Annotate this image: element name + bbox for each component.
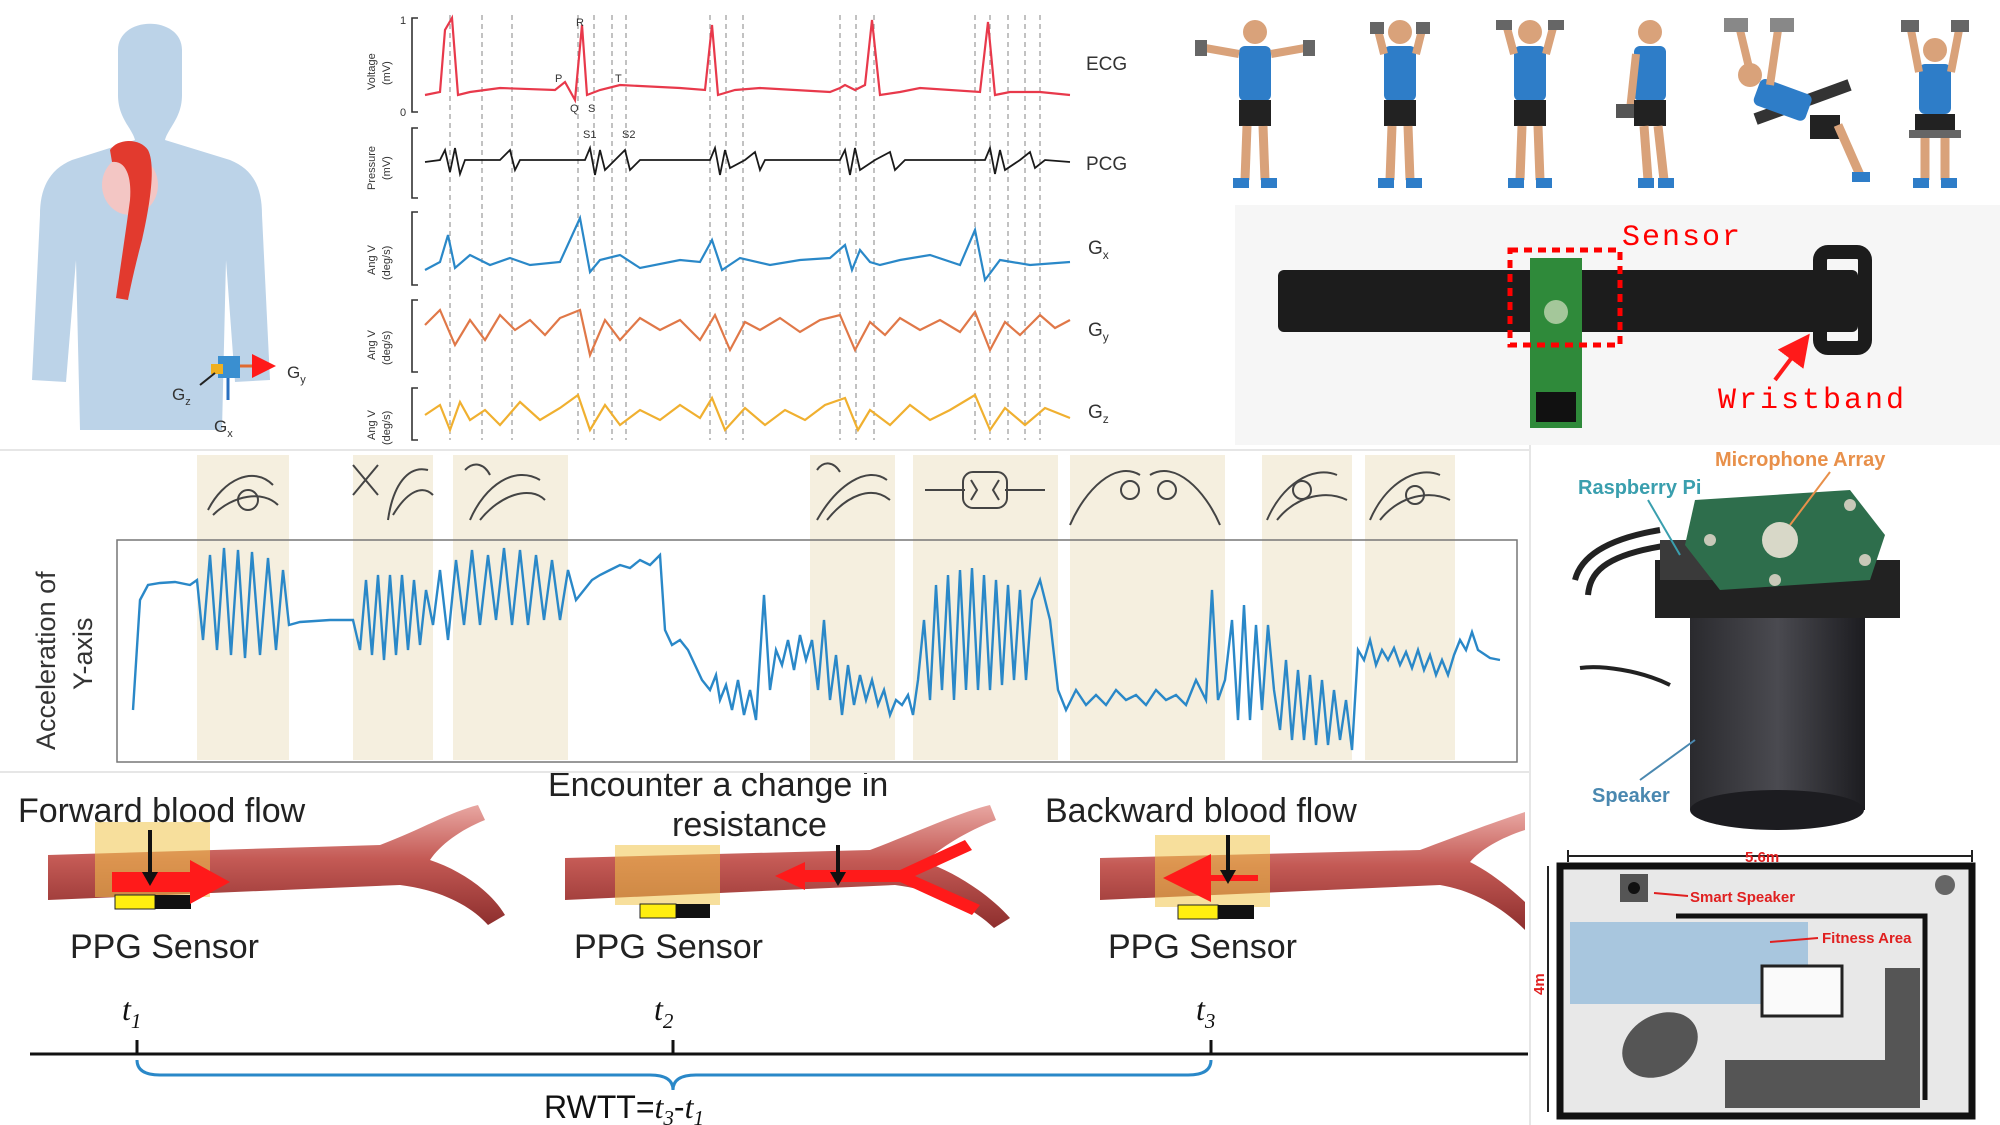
pcg-marker-s2: S2: [622, 129, 635, 141]
gy-trace: [424, 308, 1071, 359]
body-axis-gy: Gy: [287, 363, 306, 386]
gesture-icon-1: [207, 474, 279, 516]
raspberry-pi-label: Raspberry Pi: [1578, 477, 1701, 499]
exercise-figure-4: [1616, 20, 1674, 188]
blood-flow-panel: Forward blood flow PPG Sensor Encounter …: [0, 766, 1530, 1125]
floor-plan-panel: 5.6m 4m Smart Speaker Fitness Area: [1530, 830, 2000, 1125]
gx-ylabel-1: Ang V: [366, 244, 378, 275]
gesture-icon-3: [464, 463, 546, 521]
t3-label: t3: [1196, 991, 1215, 1033]
gesture-icon-4: [816, 462, 891, 521]
smart-speaker-panel: Raspberry Pi Microphone Array Speaker: [1530, 445, 2000, 830]
gz-trace: [424, 393, 1071, 434]
forward-flow-arrow: [112, 860, 230, 904]
microphone-array-label: Microphone Array: [1715, 449, 1886, 471]
acceleration-ylabel-1: Acceleration of: [31, 571, 61, 750]
ecg-name: ECG: [1086, 54, 1127, 75]
speaker-cable: [1572, 527, 1661, 581]
gz-ylabel-2: (deg/s): [381, 411, 393, 445]
gy-name: Gy: [1088, 320, 1109, 344]
armchair: [1622, 1012, 1698, 1078]
ecg-marker-t: T: [615, 73, 622, 85]
speaker-label: Speaker: [1592, 785, 1670, 807]
acceleration-trace: [131, 547, 1501, 751]
gesture-icon-5: [925, 471, 1045, 509]
smart-speaker-floor-label: Smart Speaker: [1690, 889, 1795, 906]
speaker-body: [1690, 600, 1865, 810]
wristband-arrow: [1773, 333, 1810, 382]
acceleration-plot-frame: [116, 539, 1518, 763]
body-axis-gx: Gx: [214, 417, 233, 440]
acceleration-ylabel-2: Y-axis: [68, 617, 98, 690]
gx-ylabel-2: (deg/s): [381, 246, 393, 280]
gy-ylabel-1: Ang V: [366, 329, 378, 360]
rwtt-brace: [135, 1059, 1213, 1091]
pcg-name: PCG: [1086, 154, 1127, 175]
rwtt-formula: RWTT=t3-t1: [544, 1089, 704, 1125]
pcg-marker-s1: S1: [583, 129, 596, 141]
exercise-figure-3: [1496, 20, 1564, 188]
panel-2-sensor: PPG Sensor: [574, 928, 763, 966]
resistance-flow-arrow: [790, 840, 980, 915]
cardio-signals-panel: 1 0 Voltage (mV) Pressure (mV) Ang V (de…: [355, 0, 1170, 450]
ecg-ylabel-2: (mV): [381, 61, 393, 85]
body-axis-gz: Gz: [172, 385, 191, 408]
tick-top: 1: [400, 15, 406, 27]
panel-3-title: Backward blood flow: [1045, 792, 1357, 830]
human-silhouette: [32, 23, 270, 430]
floor-height-label: 4m: [1531, 973, 1548, 995]
fitness-area-label: Fitness Area: [1822, 930, 1912, 947]
panel-1-sensor: PPG Sensor: [70, 928, 259, 966]
panel-2-title-2: resistance: [672, 806, 827, 844]
acceleration-panel: Acceleration of Y-axis: [0, 450, 1530, 772]
pcg-trace: [424, 144, 1071, 178]
vessel-1: [48, 805, 505, 925]
ecg-ylabel-1: Voltage: [366, 53, 378, 90]
floor-width-label: 5.6m: [1745, 849, 1779, 866]
gz-name: Gz: [1088, 402, 1109, 426]
sofa: [1725, 968, 1920, 1108]
sensor-label: Sensor: [1622, 221, 1742, 255]
coffee-table: [1760, 964, 1844, 1018]
tick-bottom: 0: [400, 107, 406, 119]
gesture-icon-2: [352, 464, 434, 521]
exercise-figure-6: [1901, 20, 1969, 188]
ecg-marker-q: Q: [570, 103, 579, 115]
gesture-icon-6: [1069, 470, 1221, 526]
ecg-marker-s: S: [588, 103, 595, 115]
wrist-sensor: [218, 356, 240, 378]
sensor-highlight: [1507, 247, 1623, 348]
exercise-figure-1: [1195, 20, 1315, 188]
exercise-figure-5: [1724, 18, 1870, 182]
body-figure: [0, 0, 355, 450]
aorta-shape: [110, 141, 152, 300]
wristband-label: Wristband: [1718, 384, 1907, 418]
wristband-panel: Sensor Wristband: [1235, 205, 2000, 445]
pcg-ylabel-1: Pressure: [366, 146, 378, 190]
gy-ylabel-2: (deg/s): [381, 331, 393, 365]
exercise-figure-2: [1370, 20, 1430, 188]
panel-1-title: Forward blood flow: [18, 792, 306, 830]
ecg-trace: [424, 14, 1071, 104]
gz-ylabel-1: Ang V: [366, 409, 378, 440]
gx-name: Gx: [1088, 238, 1109, 262]
panel-3-sensor: PPG Sensor: [1108, 928, 1297, 966]
pcg-ylabel-2: (mV): [381, 156, 393, 180]
ecg-marker-r: R: [576, 17, 584, 29]
gesture-icon-8: [1369, 471, 1451, 521]
t2-label: t2: [654, 991, 674, 1033]
t1-label: t1: [122, 991, 141, 1033]
exercise-figures: [1175, 0, 2000, 205]
ecg-marker-p: P: [555, 73, 562, 85]
gesture-icon-7: [1266, 471, 1348, 521]
vessel-2: [565, 805, 1010, 928]
gx-trace: [424, 214, 1071, 283]
vessel-3: [1100, 812, 1525, 930]
